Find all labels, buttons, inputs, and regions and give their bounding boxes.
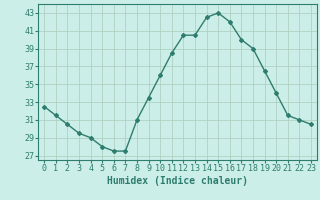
X-axis label: Humidex (Indice chaleur): Humidex (Indice chaleur) <box>107 176 248 186</box>
